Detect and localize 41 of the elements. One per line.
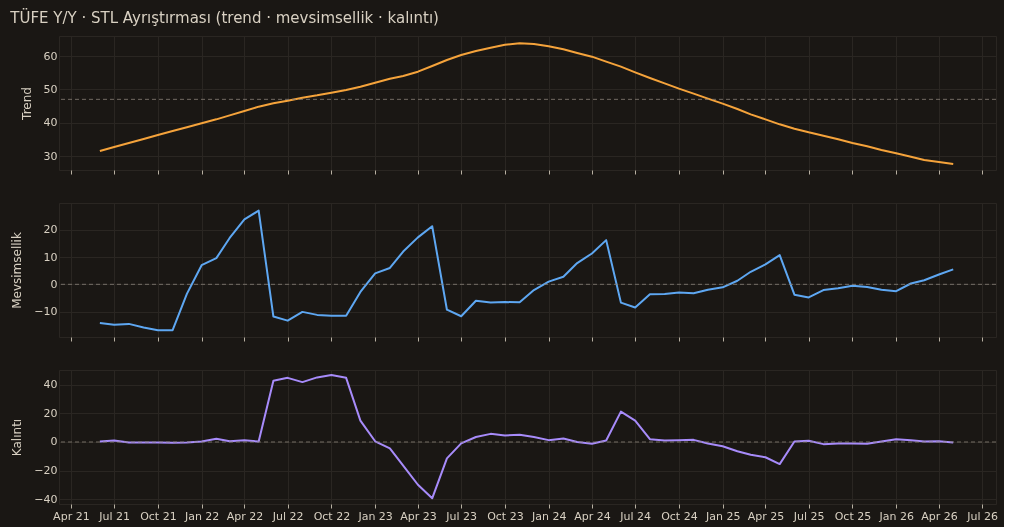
y-tick-label: 60: [43, 49, 58, 63]
chart-title: TÜFE Y/Y · STL Ayrıştırması (trend · mevsimsellik · kalıntı): [9, 7, 439, 27]
x-tick-label: Jan 26: [878, 509, 914, 523]
x-tick-label: Apr 24: [574, 509, 611, 523]
y-tick-label: 40: [43, 378, 58, 392]
y-tick-label: 20: [43, 223, 58, 237]
x-tick-label: Jul 25: [792, 509, 825, 523]
x-tick-label: Apr 23: [400, 509, 437, 523]
x-tick-label: Jan 25: [704, 509, 741, 523]
x-tick-label: Jan 24: [530, 509, 567, 523]
y-tick-label: 0: [50, 277, 58, 291]
x-tick-label: Jan 23: [357, 509, 393, 523]
y-tick-label: 40: [43, 116, 58, 130]
y-tick-label: −20: [34, 464, 58, 477]
y-axis-title: Trend: [19, 87, 34, 121]
y-tick-label: 20: [43, 406, 58, 420]
x-tick-label: Apr 26: [921, 509, 958, 523]
x-tick-label: Jul 22: [271, 509, 304, 523]
y-tick-label: −10: [34, 305, 58, 319]
x-tick-label: Jul 24: [619, 509, 652, 523]
y-tick-label: −40: [34, 492, 58, 506]
y-tick-label: 0: [50, 435, 58, 449]
x-tick-label: Jul 23: [445, 509, 478, 523]
x-tick-label: Oct 24: [661, 509, 698, 523]
x-tick-label: Jul 21: [98, 509, 131, 523]
x-tick-label: Jul 26: [966, 509, 999, 523]
x-tick-label: Oct 23: [487, 509, 524, 523]
y-axis-title: Mevsimsellik: [10, 232, 25, 309]
y-axis-title: Kalıntı: [10, 418, 25, 457]
y-tick-label: 10: [43, 250, 58, 264]
x-tick-label: Jan 22: [183, 509, 220, 523]
x-tick-label: Oct 21: [140, 509, 177, 523]
x-tick-label: Apr 22: [226, 509, 264, 523]
x-tick-label: Oct 22: [313, 509, 351, 523]
y-tick-label: 50: [43, 82, 58, 96]
line-series: [98, 42, 955, 165]
x-tick-label: Oct 25: [834, 509, 872, 523]
x-tick-label: Apr 25: [747, 509, 785, 523]
x-tick-label: Apr 21: [53, 509, 90, 523]
line-series: [98, 209, 955, 332]
y-tick-label: 30: [43, 149, 58, 163]
